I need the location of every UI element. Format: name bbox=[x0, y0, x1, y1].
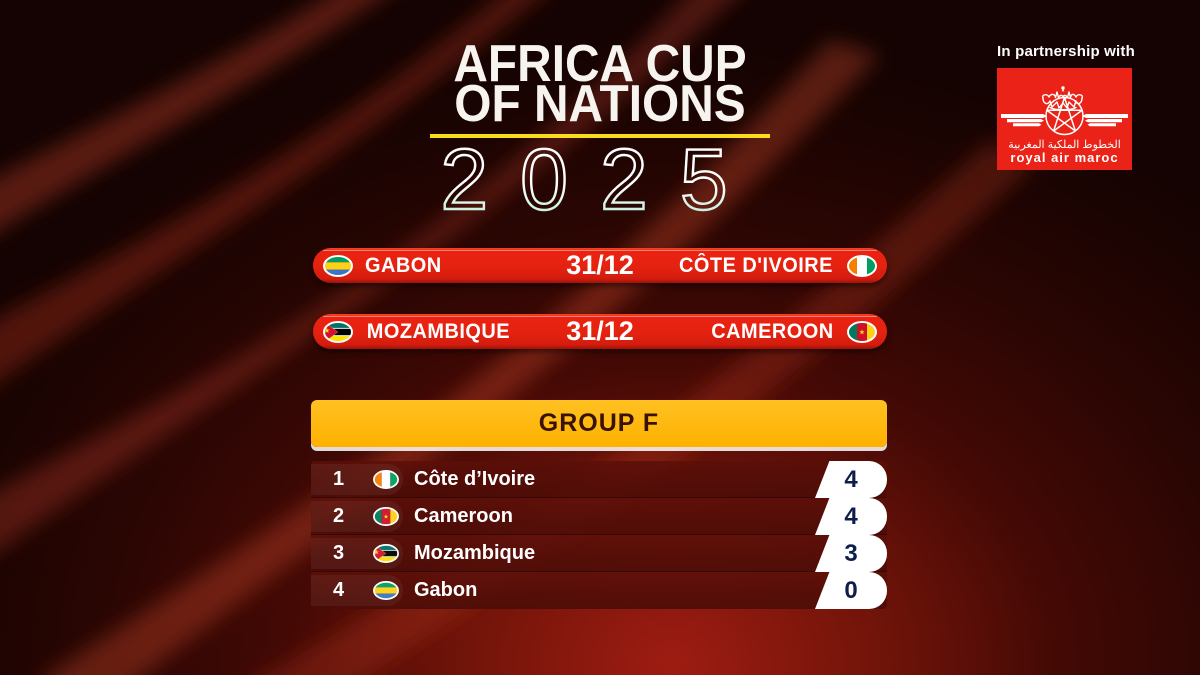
svg-text:royal air maroc: royal air maroc bbox=[1010, 150, 1118, 165]
svg-text:2025: 2025 bbox=[440, 140, 759, 228]
